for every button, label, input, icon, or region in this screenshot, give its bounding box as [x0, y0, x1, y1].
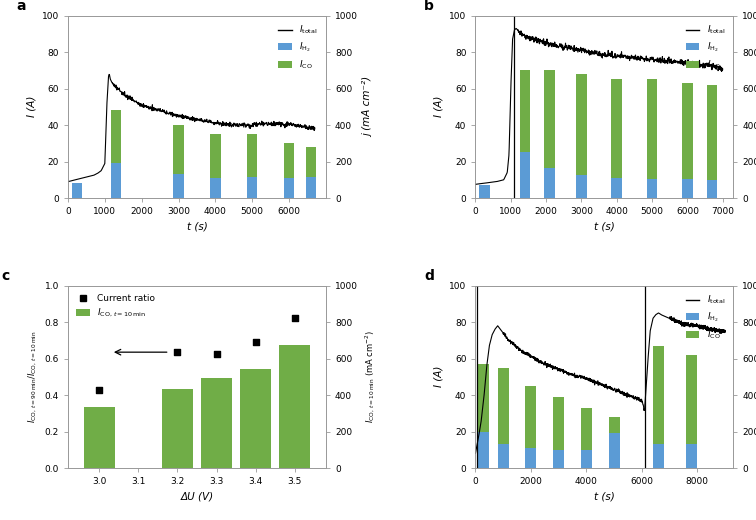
- Bar: [525, 448, 537, 468]
- Point: [289, 314, 301, 322]
- Bar: [111, 163, 121, 198]
- Bar: [497, 444, 509, 468]
- Y-axis label: I (A): I (A): [434, 96, 444, 118]
- Point: [172, 348, 184, 356]
- Bar: [544, 70, 555, 198]
- Bar: [306, 147, 316, 198]
- Point: [210, 350, 222, 358]
- Y-axis label: I (A): I (A): [434, 366, 444, 387]
- Bar: [519, 70, 530, 198]
- Point: [249, 339, 262, 347]
- Text: a: a: [17, 0, 26, 13]
- Bar: [553, 397, 564, 468]
- Bar: [284, 144, 294, 198]
- Bar: [612, 80, 622, 198]
- Bar: [525, 386, 537, 468]
- Bar: [72, 183, 82, 198]
- X-axis label: t (s): t (s): [594, 222, 615, 231]
- Y-axis label: I (A): I (A): [26, 96, 36, 118]
- Bar: [284, 178, 294, 198]
- Bar: [247, 134, 257, 198]
- Text: b: b: [424, 0, 434, 13]
- Legend: Current ratio, $\it{I}_\mathrm{CO,\,\mathit{t}=10\,min}$: Current ratio, $\it{I}_\mathrm{CO,\,\mat…: [73, 290, 159, 323]
- Bar: [612, 178, 622, 198]
- Bar: [581, 408, 592, 468]
- Text: c: c: [1, 269, 9, 283]
- Bar: [707, 180, 717, 198]
- Y-axis label: $\it{I}_\mathrm{CO,\,\mathit{t}=10\,min}$ (mA cm$^{-2}$): $\it{I}_\mathrm{CO,\,\mathit{t}=10\,min}…: [364, 330, 377, 423]
- Bar: [210, 178, 221, 198]
- Bar: [479, 191, 490, 198]
- Point: [93, 386, 105, 395]
- Bar: [553, 450, 564, 468]
- Bar: [479, 364, 489, 468]
- Text: d: d: [424, 269, 434, 283]
- Bar: [247, 177, 257, 198]
- Bar: [519, 152, 530, 198]
- Bar: [653, 444, 664, 468]
- Bar: [162, 389, 193, 468]
- Bar: [707, 85, 717, 198]
- Bar: [479, 432, 489, 468]
- Y-axis label: j (mA cm⁻²): j (mA cm⁻²): [364, 77, 373, 137]
- Bar: [210, 134, 221, 198]
- Bar: [686, 444, 697, 468]
- Bar: [682, 179, 692, 198]
- X-axis label: t (s): t (s): [187, 222, 207, 231]
- Legend: $\it{I}_\mathrm{total}$, $\it{I}_\mathrm{H_2}$, $\it{I}_\mathrm{CO}$: $\it{I}_\mathrm{total}$, $\it{I}_\mathrm…: [682, 290, 729, 345]
- Bar: [581, 450, 592, 468]
- X-axis label: t (s): t (s): [594, 491, 615, 502]
- Bar: [647, 80, 658, 198]
- Bar: [653, 346, 664, 468]
- Bar: [173, 174, 184, 198]
- Bar: [479, 185, 490, 198]
- Bar: [84, 407, 115, 468]
- Legend: $\it{I}_\mathrm{total}$, $\it{I}_\mathrm{H_2}$, $\it{I}_\mathrm{CO}$: $\it{I}_\mathrm{total}$, $\it{I}_\mathrm…: [275, 20, 321, 75]
- Legend: $\it{I}_\mathrm{total}$, $\it{I}_\mathrm{H_2}$, $\it{I}_\mathrm{CO}$: $\it{I}_\mathrm{total}$, $\it{I}_\mathrm…: [682, 20, 729, 75]
- Bar: [682, 83, 692, 198]
- Bar: [576, 74, 587, 198]
- Bar: [497, 368, 509, 468]
- Y-axis label: $\it{I}_\mathrm{CO,\,\mathit{t}=90\,min}/\it{I}_\mathrm{CO,\,\mathit{t}=10\,min}: $\it{I}_\mathrm{CO,\,\mathit{t}=90\,min}…: [26, 330, 39, 423]
- Bar: [173, 125, 184, 198]
- Bar: [686, 355, 697, 468]
- Bar: [201, 378, 232, 468]
- Bar: [609, 417, 620, 468]
- Bar: [306, 177, 316, 198]
- Bar: [576, 175, 587, 198]
- Bar: [647, 179, 658, 198]
- Bar: [111, 110, 121, 198]
- X-axis label: ΔU (V): ΔU (V): [181, 491, 213, 502]
- Bar: [544, 168, 555, 198]
- Bar: [240, 370, 271, 468]
- Bar: [609, 433, 620, 468]
- Bar: [279, 345, 310, 468]
- Bar: [72, 194, 82, 198]
